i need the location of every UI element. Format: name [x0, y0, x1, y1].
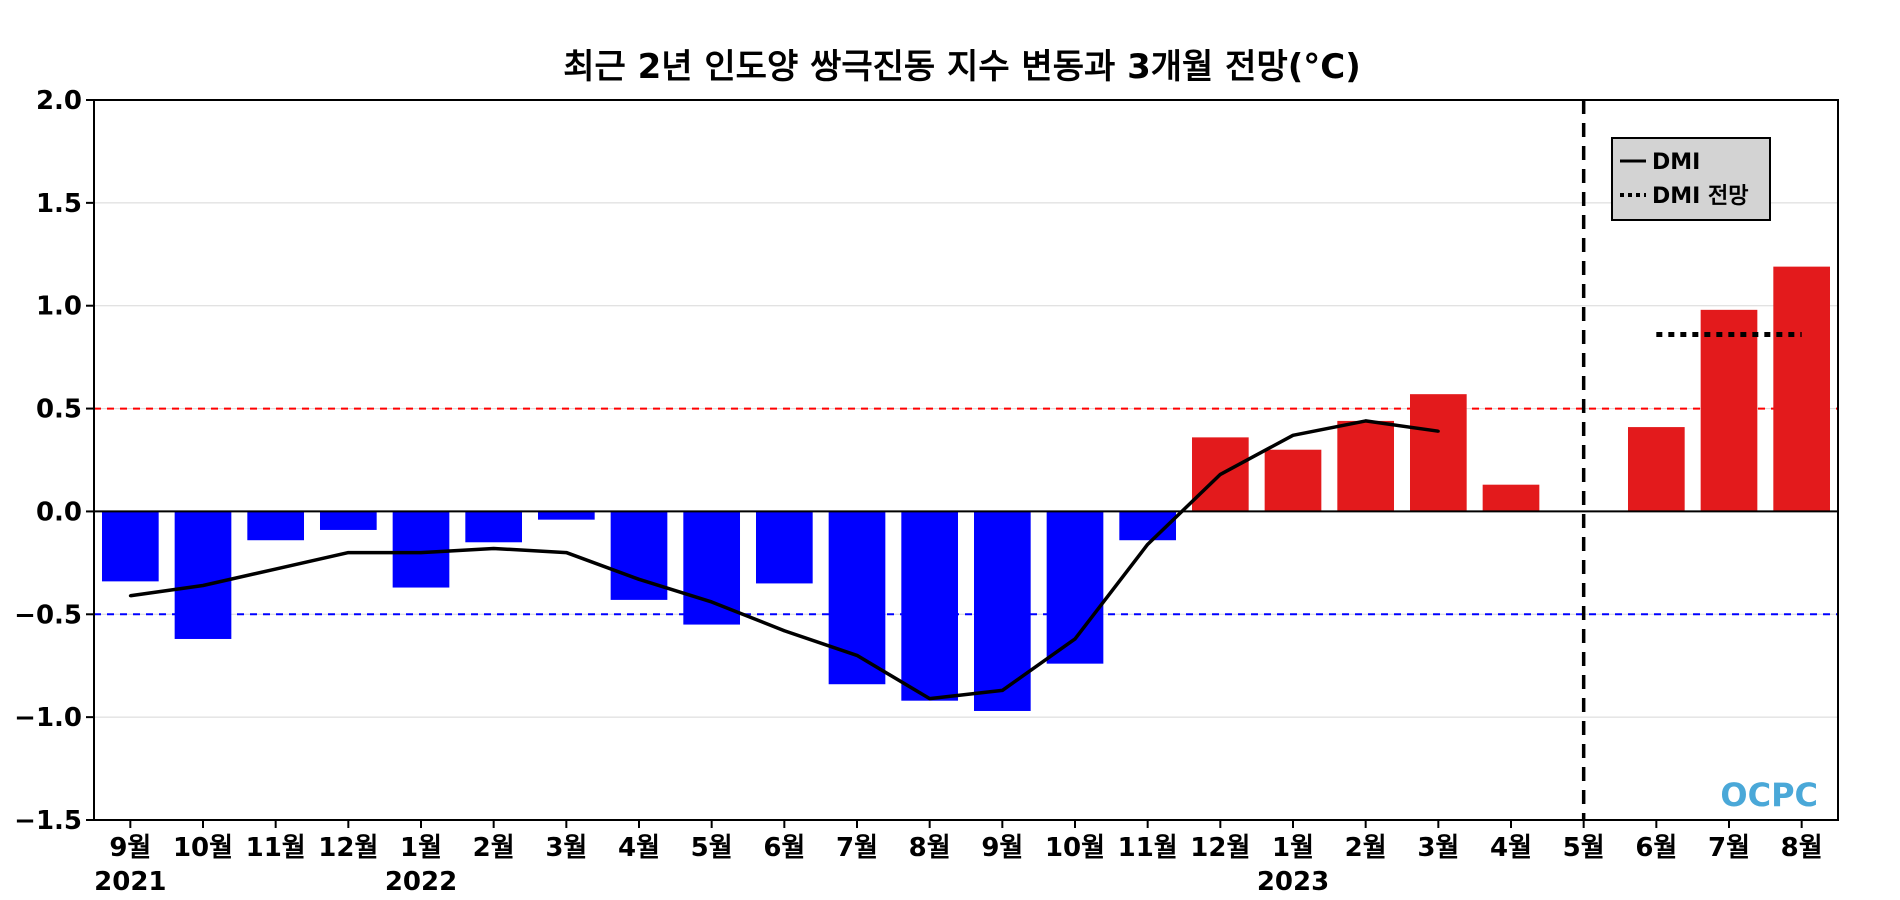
x-tick-label: 2월	[473, 833, 515, 863]
dmi-point	[419, 551, 423, 555]
dmi-point	[1364, 419, 1368, 423]
bar	[1264, 449, 1322, 512]
bar	[101, 511, 159, 582]
x-tick-label: 3월	[1417, 833, 1459, 863]
y-tick-label: −0.5	[14, 600, 82, 630]
bar	[1773, 266, 1831, 512]
bar	[828, 511, 886, 685]
y-tick-label: 2.0	[36, 86, 82, 116]
y-tick-label: −1.5	[14, 806, 82, 836]
dmi-point	[1000, 688, 1004, 692]
ocpc-logo: OCPC	[1720, 776, 1818, 814]
dmi-series	[128, 419, 1440, 701]
dmi-point	[1436, 429, 1440, 433]
dmi-point	[1218, 472, 1222, 476]
dmi-point	[201, 583, 205, 587]
x-tick-label: 1월	[1272, 833, 1314, 863]
bar	[537, 511, 595, 520]
x-tick-label: 7월	[836, 833, 878, 863]
x-tick-label: 10월	[1045, 833, 1105, 863]
y-tick-label: 0.0	[36, 497, 82, 527]
dmi-point	[855, 653, 859, 657]
dmi-point	[928, 697, 932, 701]
x-tick-label: 9월	[109, 833, 151, 863]
dmi-point	[1291, 433, 1295, 437]
x-tick-label: 6월	[763, 833, 805, 863]
x-tick-label: 10월	[173, 833, 233, 863]
bar	[1700, 309, 1758, 512]
chart-title: 최근 2년 인도양 쌍극진동 지수 변동과 3개월 전망(°C)	[563, 47, 1361, 87]
x-year-label: 2022	[385, 867, 457, 897]
bar	[465, 511, 523, 543]
bar	[392, 511, 450, 588]
bar	[901, 511, 959, 701]
x-tick-label: 8월	[1781, 833, 1823, 863]
x-tick-label: 4월	[618, 833, 660, 863]
x-tick-label: 9월	[981, 833, 1023, 863]
gridlines	[94, 99, 1838, 821]
x-tick-label: 8월	[909, 833, 951, 863]
dmi-point	[782, 629, 786, 633]
x-tick-label: 7월	[1708, 833, 1750, 863]
x-year-label: 2021	[94, 867, 166, 897]
x-axis-ticks: 9월 10월 11월 12월 1월 2월 3월 4월 5월 6월 7월 8월 9월 10월 11월 12월 1월…	[94, 820, 1823, 897]
bars	[101, 266, 1831, 711]
legend-dmi-label: DMI	[1652, 150, 1700, 175]
legend-forecast-label: DMI 전망	[1652, 184, 1748, 209]
dmi-point	[1073, 637, 1077, 641]
dmi-point	[492, 546, 496, 550]
dmi-point	[1146, 542, 1150, 546]
x-tick-label: 1월	[400, 833, 442, 863]
x-tick-label: 5월	[691, 833, 733, 863]
x-tick-label: 2월	[1345, 833, 1387, 863]
legend-box	[1611, 137, 1771, 221]
dmi-point	[710, 600, 714, 604]
bar	[1627, 427, 1685, 512]
bar	[683, 511, 741, 625]
dmi-point	[128, 594, 132, 598]
dmi-point	[564, 551, 568, 555]
bar	[973, 511, 1031, 711]
x-tick-label: 3월	[545, 833, 587, 863]
x-tick-label: 4월	[1490, 833, 1532, 863]
legend: DMI DMI 전망	[1611, 137, 1771, 221]
x-tick-label: 12월	[1190, 833, 1250, 863]
y-axis-ticks: 2.0 1.5 1.0 0.5 0.0 −0.5 −1.0 −1.5	[14, 86, 94, 836]
bar	[319, 511, 377, 530]
dmi-point	[637, 577, 641, 581]
x-tick-label: 5월	[1563, 833, 1605, 863]
bar	[247, 511, 305, 541]
bar	[755, 511, 813, 584]
bar	[174, 511, 232, 639]
y-tick-label: 0.5	[36, 395, 82, 425]
y-tick-label: 1.0	[36, 292, 82, 322]
bar	[1482, 484, 1540, 512]
threshold-lines	[94, 407, 1838, 616]
y-tick-label: 1.5	[36, 189, 82, 219]
bar	[1337, 420, 1395, 512]
ocpc-logo-text: OCPC	[1720, 776, 1818, 814]
x-year-label: 2023	[1257, 867, 1329, 897]
bar	[1409, 394, 1467, 512]
x-tick-label: 6월	[1635, 833, 1677, 863]
x-tick-label: 11월	[1118, 833, 1178, 863]
plot-frame	[93, 99, 1839, 821]
x-tick-label: 11월	[246, 833, 306, 863]
dmi-point	[274, 567, 278, 571]
y-tick-label: −1.0	[14, 703, 82, 733]
x-tick-label: 12월	[318, 833, 378, 863]
dmi-point	[346, 551, 350, 555]
